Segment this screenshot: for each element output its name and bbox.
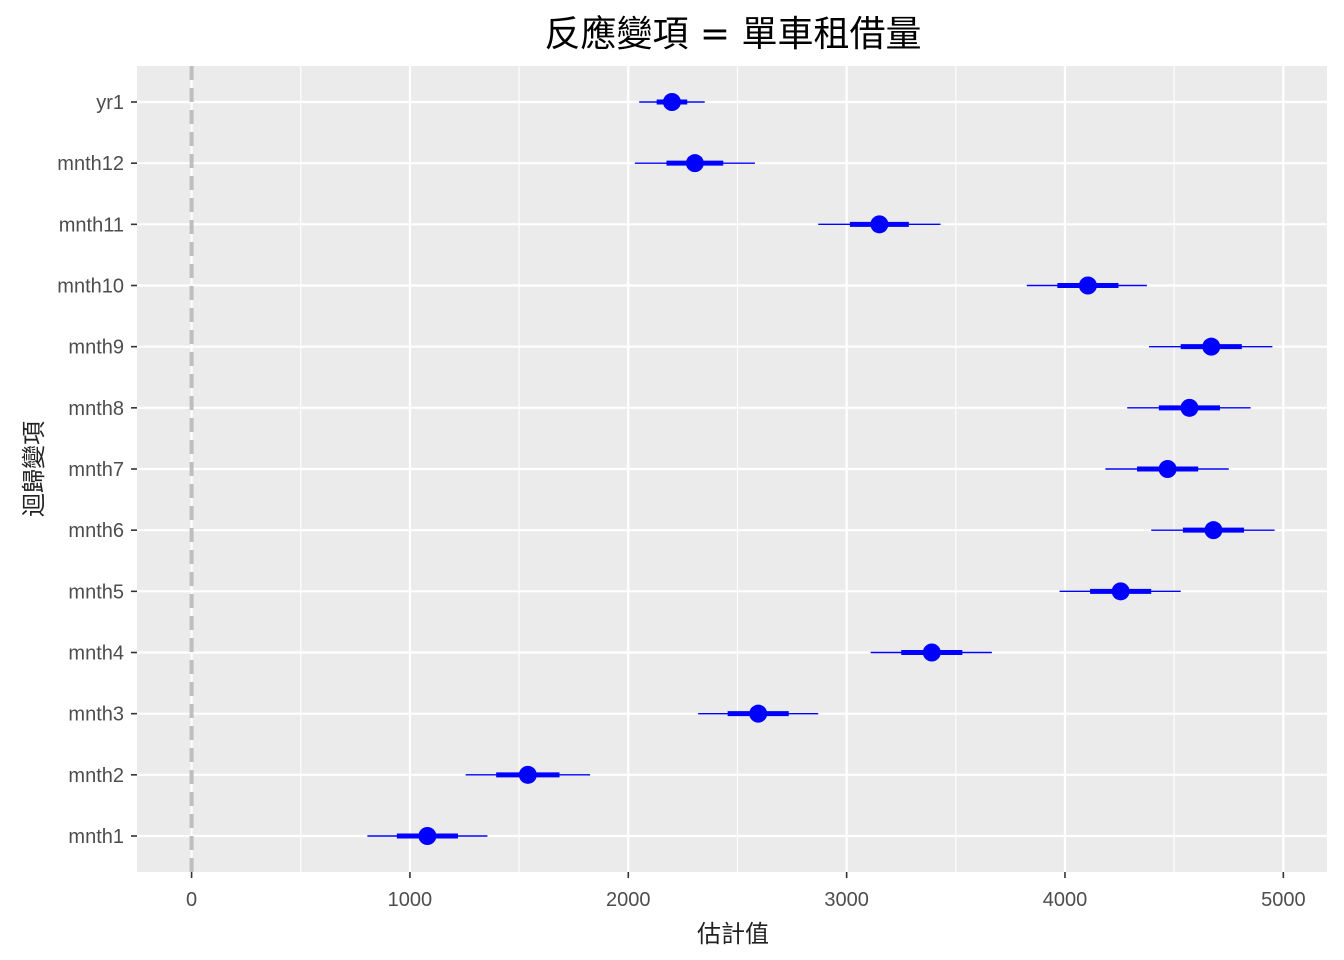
coef-mnth6 xyxy=(1151,521,1275,540)
coef-mnth10 xyxy=(1026,276,1147,295)
coef-mnth2 xyxy=(465,765,591,784)
point-mnth6 xyxy=(1204,521,1223,540)
point-mnth7 xyxy=(1158,460,1177,478)
x-tick-label: 4000 xyxy=(1043,889,1088,911)
y-tick-label-mnth7: mnth7 xyxy=(68,459,124,481)
chart-title: 反應變項 = 單車租借量 xyxy=(544,14,921,55)
coef-mnth8 xyxy=(1127,398,1251,417)
y-tick-label-mnth5: mnth5 xyxy=(68,581,124,603)
x-tick-label: 0 xyxy=(186,889,197,911)
point-mnth4 xyxy=(922,643,941,662)
point-mnth5 xyxy=(1111,582,1130,601)
y-tick-label-mnth2: mnth2 xyxy=(68,765,124,787)
coefficient-marks xyxy=(367,93,1275,845)
coef-mnth7 xyxy=(1105,460,1229,478)
y-tick-label-mnth11: mnth11 xyxy=(59,214,124,236)
x-axis-title: 估計值 xyxy=(697,920,769,948)
y-tick-label-mnth9: mnth9 xyxy=(68,337,124,359)
point-yr1 xyxy=(662,93,681,111)
point-mnth3 xyxy=(749,704,768,723)
y-tick-label-mnth3: mnth3 xyxy=(68,704,124,726)
x-tick-label: 2000 xyxy=(606,889,651,911)
point-mnth8 xyxy=(1180,398,1199,417)
x-axis: 0 1000 2000 3000 4000 5000 xyxy=(186,872,1306,911)
coef-mnth3 xyxy=(698,704,819,723)
coef-mnth1 xyxy=(367,827,488,845)
point-mnth1 xyxy=(418,827,437,845)
y-tick-label-yr1: yr1 xyxy=(96,92,124,114)
x-tick-label: 3000 xyxy=(824,889,869,911)
point-mnth12 xyxy=(685,154,704,173)
y-tick-label-mnth6: mnth6 xyxy=(68,520,124,542)
point-mnth2 xyxy=(518,765,537,784)
x-tick-label: 5000 xyxy=(1261,889,1306,911)
coef-mnth5 xyxy=(1059,582,1181,601)
point-mnth9 xyxy=(1202,337,1221,356)
y-axis-title: 迴歸變項 xyxy=(20,421,48,517)
y-axis: yr1 mnth12 mnth11 mnth10 mnth9 mnth8 mnth7 mnth… xyxy=(57,92,137,848)
coef-mnth4 xyxy=(870,643,992,662)
y-tick-label-mnth8: mnth8 xyxy=(68,398,124,420)
coef-mnth9 xyxy=(1149,337,1273,356)
point-mnth10 xyxy=(1078,276,1097,295)
coef-mnth11 xyxy=(818,215,941,234)
y-tick-label-mnth12: mnth12 xyxy=(57,153,124,175)
coef-yr1 xyxy=(639,93,705,111)
x-tick-label: 1000 xyxy=(388,889,433,911)
y-tick-label-mnth4: mnth4 xyxy=(68,643,124,665)
y-tick-label-mnth10: mnth10 xyxy=(57,276,124,298)
coef-mnth12 xyxy=(634,154,755,173)
point-mnth11 xyxy=(870,215,889,234)
y-tick-label-mnth1: mnth1 xyxy=(68,826,124,848)
